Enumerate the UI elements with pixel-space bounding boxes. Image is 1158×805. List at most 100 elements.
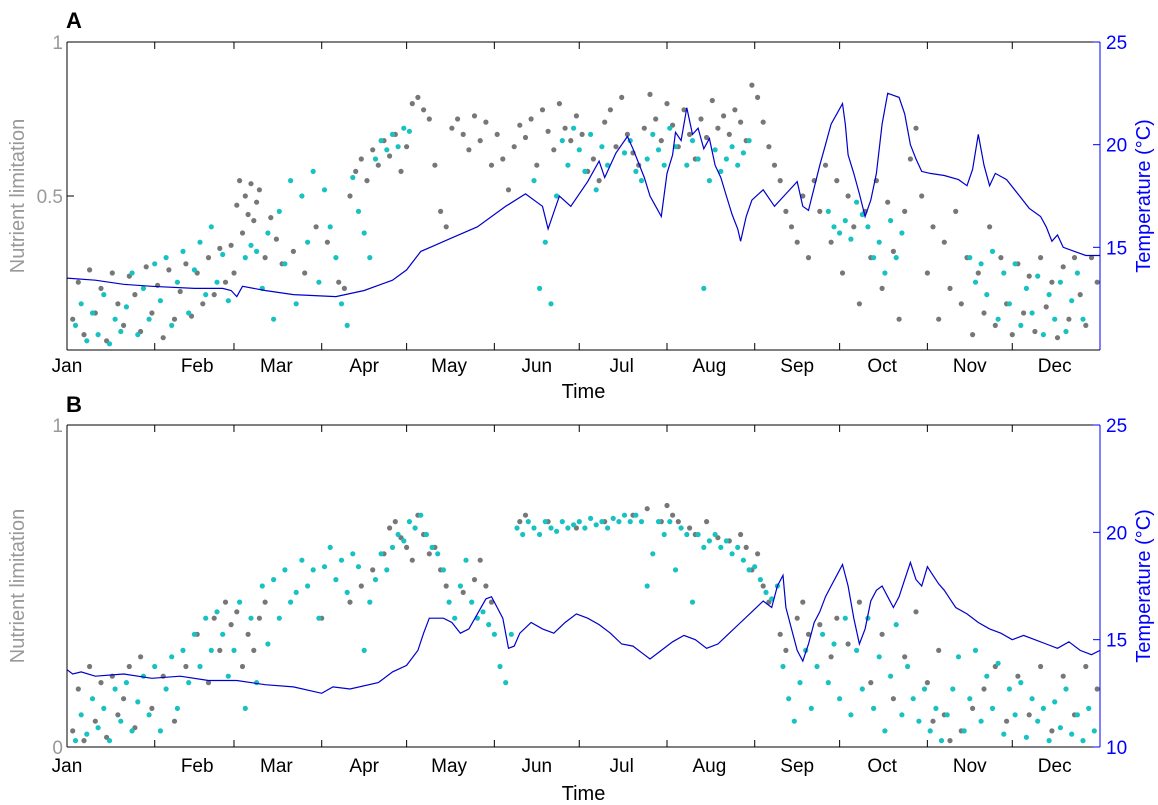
a-teal-point-24 [208, 224, 214, 230]
a-gray-point-127 [788, 224, 795, 230]
a-y2tick-label-2: 25 [1106, 33, 1127, 54]
a-teal-point-122 [1046, 292, 1052, 298]
a-teal-point-118 [1023, 285, 1029, 291]
a-gray-point-88 [568, 138, 574, 144]
b-gray-point-86 [913, 609, 919, 615]
b-gray-point-98 [1026, 712, 1032, 718]
a-teal-point-97 [842, 218, 848, 224]
b-gray-point-72 [777, 631, 783, 637]
b-month-label-2: Mar [260, 756, 293, 777]
a-teal-point-50 [367, 255, 373, 261]
b-teal-point-103 [655, 519, 662, 525]
b-gray-point-15 [171, 718, 178, 724]
b-gray-point-20 [217, 647, 223, 654]
b-gray-point-34 [387, 525, 393, 531]
b-teal-point-2 [84, 731, 90, 737]
b-teal-point-65 [440, 567, 446, 573]
b-gray-point-3 [87, 663, 93, 670]
b-month-label-7: Aug [692, 756, 726, 777]
a-gray-point-151 [924, 270, 931, 276]
a-gray-point-105 [664, 101, 670, 107]
a-teal-point-105 [888, 218, 894, 224]
a-gray-point-41 [273, 236, 279, 242]
b-gray-point-100 [1049, 728, 1055, 734]
b-gray-point-104 [1094, 686, 1100, 692]
b-teal-point-51 [361, 647, 367, 654]
b-teal-point-46 [333, 577, 339, 583]
b-teal-point-89 [576, 519, 582, 525]
a-gray-point-28 [228, 242, 234, 248]
b-teal-point-171 [1040, 705, 1046, 712]
a-teal-point-109 [972, 279, 979, 285]
a-gray-point-156 [953, 208, 959, 214]
a-teal-point-33 [271, 316, 277, 322]
b-teal-point-126 [786, 696, 792, 702]
b-teal-point-83 [542, 519, 548, 525]
b-gray-point-60 [675, 519, 681, 525]
a-gray-point-118 [738, 119, 744, 125]
a-teal-point-87 [712, 147, 718, 153]
b-gray-point-22 [228, 622, 234, 628]
a-teal-point-110 [978, 261, 984, 267]
a-gray-point-62 [421, 107, 427, 113]
b-teal-point-180 [1091, 728, 1097, 734]
b-teal-point-21 [191, 631, 197, 637]
b-gray-point-32 [370, 567, 376, 573]
b-teal-point-37 [282, 567, 288, 573]
b-teal-point-11 [135, 699, 141, 705]
a-teal-point-61 [548, 301, 554, 307]
a-teal-point-1 [78, 301, 84, 307]
b-teal-point-66 [446, 599, 452, 605]
b-month-label-4: May [431, 756, 467, 777]
a-gray-point-51 [358, 156, 364, 162]
b-month-label-3: Apr [349, 756, 379, 777]
a-y2tick-label-1: 20 [1106, 136, 1127, 157]
a-teal-point-56 [401, 125, 407, 131]
a-teal-point-11 [135, 332, 141, 338]
a-teal-point-21 [191, 267, 197, 273]
a-teal-point-40 [310, 168, 316, 174]
a-gray-point-49 [347, 193, 353, 199]
a-gray-point-104 [658, 138, 664, 144]
a-teal-point-86 [706, 178, 713, 184]
b-teal-point-174 [1057, 725, 1063, 731]
a-series-teal-points [72, 125, 1086, 347]
b-teal-point-47 [338, 557, 345, 563]
b-teal-point-143 [882, 728, 888, 734]
b-teal-point-138 [854, 647, 860, 654]
a-teal-point-58 [531, 178, 537, 184]
a-teal-point-47 [350, 174, 356, 181]
b-teal-point-100 [638, 519, 645, 525]
b-gray-point-81 [856, 599, 863, 605]
b-teal-point-36 [276, 615, 282, 621]
a-teal-point-96 [837, 230, 843, 236]
b-teal-point-115 [723, 538, 730, 544]
b-gray-point-47 [477, 557, 483, 563]
a-gray-point-7 [109, 270, 115, 276]
b-gray-point-94 [981, 686, 987, 692]
b-teal-point-108 [684, 531, 690, 538]
a-month-label-1: Feb [181, 356, 214, 377]
a-gray-point-96 [613, 144, 619, 150]
a-month-label-11: Dec [1038, 356, 1072, 377]
a-gray-point-132 [817, 208, 823, 214]
a-gray-point-63 [426, 116, 432, 122]
a-gray-point-74 [488, 162, 495, 168]
b-teal-point-151 [927, 728, 933, 734]
a-teal-point-26 [220, 251, 226, 258]
a-teal-point-106 [893, 255, 899, 261]
b-gray-point-74 [794, 615, 800, 621]
a-gray-point-125 [777, 178, 783, 184]
b-teal-point-34 [265, 641, 271, 647]
a-gray-point-178 [1077, 292, 1083, 298]
b-teal-point-76 [503, 680, 509, 686]
a-gray-point-72 [477, 138, 483, 144]
a-gray-point-95 [607, 107, 614, 113]
b-teal-point-72 [480, 609, 486, 615]
b-teal-point-161 [984, 673, 990, 679]
a-teal-point-37 [293, 301, 299, 307]
b-gray-point-12 [138, 654, 144, 660]
b-teal-point-133 [825, 680, 831, 686]
a-gray-point-58 [398, 168, 404, 174]
a-gray-point-116 [726, 131, 732, 137]
